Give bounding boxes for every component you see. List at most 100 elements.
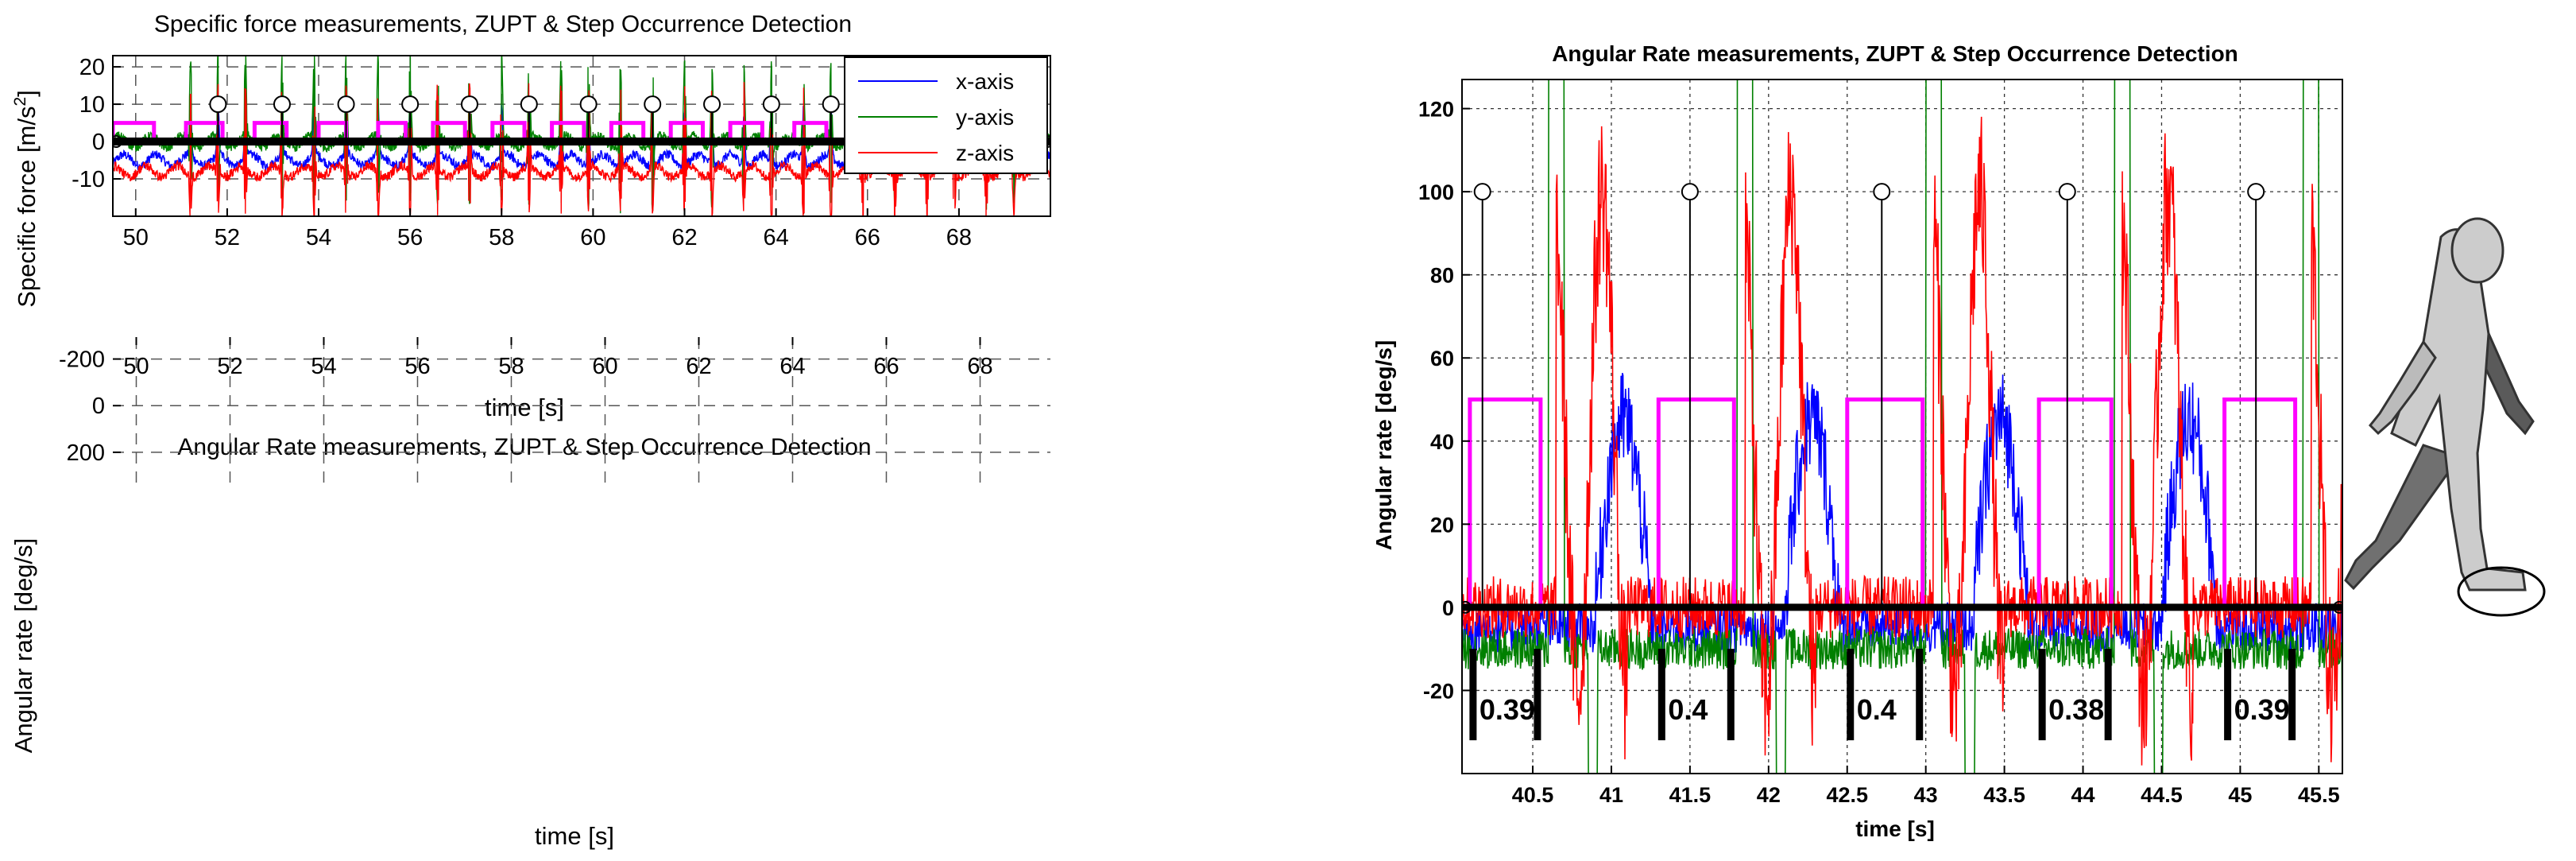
x-tick-label: 66 <box>873 354 899 379</box>
step-marker-circle <box>762 95 780 114</box>
step-marker-circle <box>644 95 662 114</box>
step-marker-circle <box>1019 421 1035 437</box>
step-marker-circle <box>460 95 478 114</box>
step-marker-circle <box>822 95 840 114</box>
x-tick-label: 41 <box>1599 783 1623 807</box>
step-marker-circle <box>1681 183 1699 201</box>
x-tick-label: 68 <box>946 225 972 250</box>
chart-title: Angular Rate measurements, ZUPT & Step O… <box>177 434 871 460</box>
x-axis-label: time [s] <box>485 394 564 421</box>
x-axis-label: time [s] <box>1855 816 1935 841</box>
step-marker-circle <box>1473 183 1491 201</box>
zupt-trace <box>113 405 1050 417</box>
chart-title: Specific force measurements, ZUPT & Step… <box>154 11 852 37</box>
step-marker-circle <box>2247 183 2265 201</box>
x-tick-label: 60 <box>580 225 605 250</box>
x-axis-label: time [s] <box>535 822 614 850</box>
step-duration-label: 0.38 <box>2048 693 2104 726</box>
step-duration-label: 0.4 <box>1857 693 1897 726</box>
y-tick-label: 200 <box>67 440 105 466</box>
y-tick-label: 80 <box>1430 264 1454 288</box>
y-tick-label: 100 <box>1418 180 1454 204</box>
step-marker-circle <box>401 95 420 114</box>
step-marker-circle <box>337 95 355 114</box>
step-marker-circle <box>579 95 598 114</box>
x-tick-label: 60 <box>592 354 617 379</box>
y-axis-label-base: Specific force [m/s <box>13 107 41 308</box>
y-tick-label: 120 <box>1418 98 1454 122</box>
x-tick-label: 50 <box>123 225 149 250</box>
x-tick-label: 68 <box>967 354 992 379</box>
plot-background <box>1462 80 2342 774</box>
x-tick-label: 58 <box>498 354 524 379</box>
x-tick-label: 54 <box>311 354 336 379</box>
legend-label-y-axis: y-axis <box>956 105 1014 130</box>
legend: x-axis y-axis z-axis <box>844 56 1048 174</box>
legend-label-x-axis: x-axis <box>956 69 1014 94</box>
x-tick-label: 45.5 <box>2298 783 2340 807</box>
zupt-trace <box>1462 398 2342 610</box>
x-tick-label: 43.5 <box>1983 783 2025 807</box>
y-tick-label: 10 <box>79 92 105 118</box>
y-axis-label: Angular rate [deg/s] <box>10 538 37 754</box>
x-tick-label: 41.5 <box>1669 783 1712 807</box>
zero-marker-end <box>2333 600 2342 614</box>
y-tick-label: 20 <box>1430 513 1454 537</box>
y-tick-label: 0 <box>92 130 105 155</box>
step-duration-label: 0.39 <box>2234 693 2290 726</box>
y-tick-label: -200 <box>59 347 105 373</box>
x-tick-label: 45 <box>2228 783 2252 807</box>
step-duration-label: 0.4 <box>1668 693 1708 726</box>
angular-rate-zoom-chart: Angular Rate measurements, ZUPT & Step O… <box>1371 41 2343 841</box>
x-tick-label: 44 <box>2071 783 2095 807</box>
legend-box <box>844 56 1048 174</box>
step-marker-circle <box>892 421 908 437</box>
x-tick-label: 42 <box>1757 783 1781 807</box>
step-marker-circle <box>1873 183 1891 201</box>
x-tick-label: 62 <box>671 225 697 250</box>
plot-area <box>1462 80 2342 774</box>
x-tick-label: 52 <box>215 225 240 250</box>
head <box>2450 217 2504 284</box>
y-tick-label: 0 <box>1442 596 1454 620</box>
y-axis-trace <box>1462 80 2342 774</box>
x-tick-label: 58 <box>489 225 514 250</box>
y-axis-label: Specific force [m/s2] <box>11 90 41 308</box>
step-marker-circle <box>273 95 291 114</box>
x-tick-label: 44.5 <box>2141 783 2183 807</box>
x-tick-label: 56 <box>404 354 430 379</box>
step-marker-circle <box>209 95 227 114</box>
y-tick-label: -10 <box>72 167 105 192</box>
step-duration-label: 0.39 <box>1479 693 1535 726</box>
step-marker-circle <box>2058 183 2076 201</box>
body <box>2390 228 2527 591</box>
x-tick-label: 62 <box>686 354 711 379</box>
step-marker-circle <box>703 95 721 114</box>
x-tick-label: 52 <box>217 354 242 379</box>
plot-frame <box>1461 79 2343 774</box>
y-tick-label: 0 <box>92 394 105 419</box>
y-axis-label-end: ] <box>13 90 41 97</box>
y-tick-label: -20 <box>1423 679 1454 703</box>
zero-marker-start <box>1462 600 1472 614</box>
x-tick-label: 50 <box>123 354 149 379</box>
step-marker-circle <box>520 95 538 114</box>
angular-rate-chart: Angular Rate measurements, ZUPT & Step O… <box>10 337 1050 850</box>
specific-force-chart: Specific force measurements, ZUPT & Step… <box>11 11 1051 421</box>
back-leg <box>2344 444 2462 591</box>
x-tick-label: 64 <box>779 354 805 379</box>
x-tick-label: 56 <box>397 225 423 250</box>
y-axis-label: Angular rate [deg/s] <box>1371 340 1396 550</box>
y-tick-label: 20 <box>79 55 105 80</box>
legend-label-z-axis: z-axis <box>956 141 1014 165</box>
x-tick-label: 43 <box>1914 783 1938 807</box>
zero-marker-start <box>113 135 122 149</box>
y-tick-label: 60 <box>1430 347 1454 370</box>
front-arm <box>2368 339 2437 436</box>
x-tick-label: 66 <box>855 225 880 250</box>
step-marker-circle <box>958 421 974 437</box>
x-tick-label: 64 <box>764 225 789 250</box>
x-tick-label: 54 <box>306 225 331 250</box>
y-tick-label: 40 <box>1430 430 1454 454</box>
